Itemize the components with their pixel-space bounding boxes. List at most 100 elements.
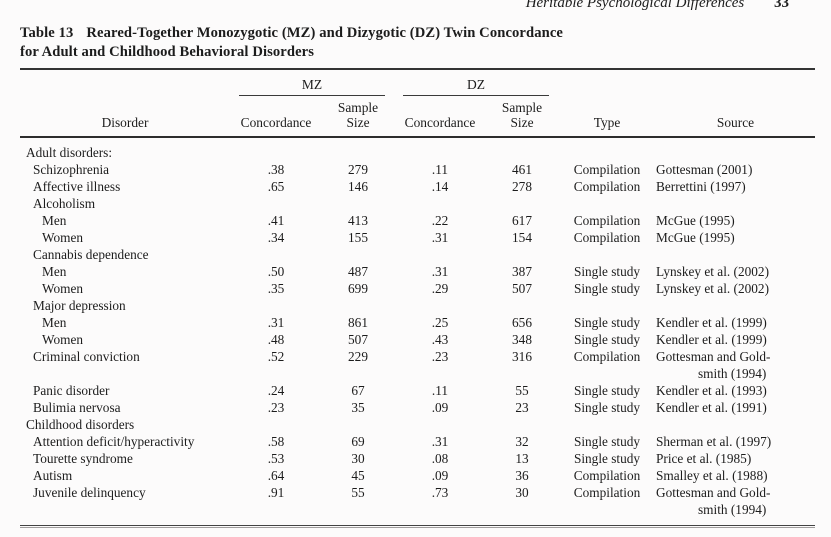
dz-sample-size-cell: 36: [515, 468, 529, 483]
dz-concordance-cell: [394, 195, 486, 212]
column-header-mz-concordance: Concordance: [230, 96, 322, 138]
type-cell: [558, 297, 656, 314]
source-cell: Gottesman (2001): [656, 161, 815, 178]
dz-concordance-cell: [394, 137, 486, 161]
column-header-mz-sample-size: Sample Size: [322, 96, 394, 138]
disorder-cell: Cannabis dependence: [33, 247, 149, 262]
mz-spanner: MZ: [230, 69, 394, 96]
type-cell: [558, 246, 656, 263]
mz-concordance-cell: .34: [267, 230, 285, 245]
column-header-row: Disorder Concordance Sample Size Concorda…: [20, 96, 815, 138]
table-row: Attention deficit/hyperactivity .58 69 .31 3…: [20, 433, 815, 450]
source-cell: Berrettini (1997): [656, 178, 815, 195]
source-text: Sherman et al. (1997): [656, 434, 772, 449]
dz-sample-size-cell: [486, 246, 558, 263]
disorder-cell: Criminal conviction: [33, 349, 140, 364]
dz-sample-size-cell: 316: [512, 349, 532, 364]
type-cell: Single study: [573, 264, 641, 279]
mz-sample-size-cell: [322, 137, 394, 161]
dz-spanner-label: DZ: [467, 77, 485, 92]
type-cell: Single study: [573, 434, 641, 449]
dz-concordance-cell: .08: [431, 451, 449, 466]
source-cell: Gottesman and Gold-smith (1994): [656, 348, 815, 382]
source-text: Price et al. (1985): [656, 451, 752, 466]
dz-sample-size-cell: [486, 416, 558, 433]
source-cell: Price et al. (1985): [656, 450, 815, 467]
type-cell: Compilation: [573, 349, 641, 364]
source-text-continuation: smith (1994): [698, 502, 767, 517]
mz-concordance-cell: .91: [267, 485, 285, 500]
mz-concordance-cell: .58: [267, 434, 285, 449]
running-head-title: Heritable Psychological Differences: [525, 0, 745, 11]
mz-sample-size-cell: [322, 246, 394, 263]
dz-sample-size-cell: 461: [512, 162, 532, 177]
disorder-cell: Women: [42, 332, 84, 347]
dz-sample-size-cell: 656: [512, 315, 532, 330]
type-cell: [558, 195, 656, 212]
mz-concordance-cell: [230, 195, 322, 212]
dz-sample-size-cell: 617: [512, 213, 532, 228]
dz-sample-size-cell: [486, 195, 558, 212]
table-title: Table 13 Reared-Together Monozygotic (MZ)…: [20, 24, 815, 62]
source-cell: Lynskey et al. (2002): [656, 263, 815, 280]
disorder-cell: Women: [42, 230, 84, 245]
type-cell: Compilation: [573, 179, 641, 194]
source-cell: Kendler et al. (1999): [656, 331, 815, 348]
table-row: Criminal conviction .52 229 .23 316 Compilati…: [20, 348, 815, 382]
section-row: Cannabis dependence: [20, 246, 815, 263]
table-row: Juvenile delinquency .91 55 .73 30 Compilatio…: [20, 484, 815, 518]
column-header-source: Source: [656, 96, 815, 138]
dz-concordance-cell: .23: [431, 349, 449, 364]
mz-concordance-cell: .41: [267, 213, 285, 228]
source-text: Smalley et al. (1988): [656, 468, 768, 483]
mz-sample-size-cell: 45: [351, 468, 365, 483]
table-row: Women .34 155 .31 154 Compilation McGue (1995): [20, 229, 815, 246]
section-row: Adult disorders:: [20, 137, 815, 161]
source-cell: Sherman et al. (1997): [656, 433, 815, 450]
type-cell: Single study: [573, 451, 641, 466]
dz-concordance-cell: .09: [431, 400, 449, 415]
table-row: Women .35 699 .29 507 Single study Lynskey et …: [20, 280, 815, 297]
mz-concordance-cell: .65: [267, 179, 285, 194]
disorder-cell: Childhood disorders: [26, 417, 135, 432]
dz-concordance-cell: .25: [431, 315, 449, 330]
source-text: Gottesman and Gold-: [656, 349, 771, 364]
dz-sample-size-cell: [486, 297, 558, 314]
mz-sample-size-cell: 279: [348, 162, 368, 177]
disorder-cell: Panic disorder: [33, 383, 110, 398]
dz-concordance-cell: .73: [431, 485, 449, 500]
dz-sample-size-cell: 348: [512, 332, 532, 347]
mz-concordance-cell: [230, 246, 322, 263]
disorder-cell: Attention deficit/hyperactivity: [33, 434, 195, 449]
mz-concordance-cell: .24: [267, 383, 285, 398]
table-row: Men .31 861 .25 656 Single study Kendler et al…: [20, 314, 815, 331]
spanner-row: MZ DZ: [20, 69, 815, 96]
disorder-cell: Autism: [33, 468, 73, 483]
mz-concordance-cell: .64: [267, 468, 285, 483]
source-text: Gottesman and Gold-: [656, 485, 771, 500]
type-cell: Compilation: [573, 213, 641, 228]
mz-sample-size-cell: 229: [348, 349, 368, 364]
mz-concordance-cell: .48: [267, 332, 285, 347]
table-title-line2: for Adult and Childhood Behavioral Disor…: [20, 44, 315, 60]
dz-spanner: DZ: [394, 69, 558, 96]
column-header-disorder: Disorder: [20, 96, 230, 138]
spanner-spacer: [20, 69, 230, 96]
type-cell: Single study: [573, 315, 641, 330]
mz-sample-size-cell: [322, 416, 394, 433]
source-text: Kendler et al. (1999): [656, 332, 767, 347]
mz-concordance-cell: [230, 416, 322, 433]
source-text: Kendler et al. (1999): [656, 315, 767, 330]
source-cell: McGue (1995): [656, 212, 815, 229]
dz-concordance-cell: [394, 297, 486, 314]
type-cell: Compilation: [573, 162, 641, 177]
disorder-cell: Schizophrenia: [33, 162, 110, 177]
mz-sample-size-cell: 146: [348, 179, 368, 194]
disorder-cell: Major depression: [33, 298, 126, 313]
mz-concordance-cell: .38: [267, 162, 285, 177]
mz-concordance-cell: .52: [267, 349, 285, 364]
page-number: 33: [774, 0, 789, 11]
mz-spanner-label: MZ: [301, 77, 323, 92]
mz-sample-size-cell: 699: [348, 281, 368, 296]
